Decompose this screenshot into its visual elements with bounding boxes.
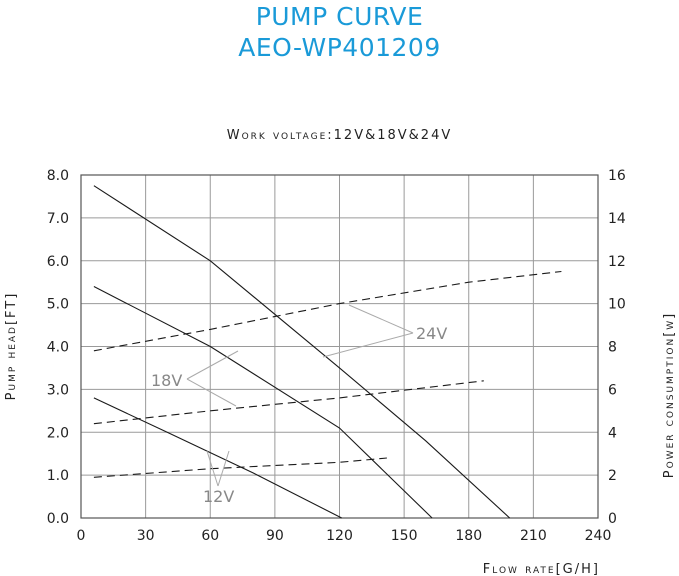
work-voltage-annotation: Work voltage:12V&18V&24V xyxy=(226,128,453,143)
series-power-24v-line xyxy=(93,270,562,352)
series-head-18v-line xyxy=(93,286,433,519)
chart-subtitle: AEO-WP401209 xyxy=(238,33,441,62)
y-left-tick-label: 0.0 xyxy=(47,511,69,527)
callout-leaders xyxy=(186,304,414,487)
x-tick-label: 90 xyxy=(266,528,284,544)
y-axis-right-title: Power consumption[w] xyxy=(662,312,677,479)
y-right-tick-label: 16 xyxy=(608,168,626,184)
x-tick-label: 30 xyxy=(137,528,155,544)
y-right-tick-label: 6 xyxy=(608,382,617,398)
y-left-tick-label: 4.0 xyxy=(47,340,69,356)
grid xyxy=(80,174,599,519)
curves xyxy=(93,185,562,519)
callout-label-18v: 18V xyxy=(151,371,182,390)
callout-leader-24v xyxy=(348,304,414,334)
chart-title: PUMP CURVE xyxy=(255,2,424,31)
x-axis-title: Flow rate[G/H] xyxy=(483,562,600,576)
x-tick-label: 240 xyxy=(585,528,612,544)
plot-frame xyxy=(80,174,599,519)
y-left-tick-label: 8.0 xyxy=(47,168,69,184)
series-head-12v-line xyxy=(93,397,342,519)
y-left-tick-label: 3.0 xyxy=(47,382,69,398)
callout-label-12v: 12V xyxy=(203,487,234,506)
callout-label-24v: 24V xyxy=(416,324,447,343)
callout-leader-12v xyxy=(217,450,230,487)
y-axis-left-title: Pump head[FT] xyxy=(4,292,19,401)
y-right-tick-label: 0 xyxy=(608,511,617,527)
series-power-18v-line xyxy=(93,380,484,425)
tick-labels: 0 30 60 90 120 150 180 210 2400.01.02.03.04.05.0… xyxy=(47,168,626,544)
callout-leader-18v xyxy=(186,378,237,407)
x-tick-label: 60 xyxy=(201,528,219,544)
y-left-tick-label: 5.0 xyxy=(47,297,69,313)
callout-leader-12v xyxy=(206,450,219,487)
x-tick-label: 150 xyxy=(391,528,418,544)
y-right-tick-label: 10 xyxy=(608,297,626,313)
y-right-tick-label: 4 xyxy=(608,425,617,441)
callout-leader-18v xyxy=(186,350,239,380)
x-tick-label: 0 xyxy=(77,528,86,544)
y-right-tick-label: 14 xyxy=(608,211,626,227)
x-tick-label: 210 xyxy=(520,528,547,544)
y-right-tick-label: 2 xyxy=(608,468,617,484)
y-right-tick-label: 8 xyxy=(608,340,617,356)
y-left-tick-label: 6.0 xyxy=(47,254,69,270)
x-tick-label: 120 xyxy=(326,528,353,544)
series-power-12v-line xyxy=(93,457,387,478)
series-head-24v-line xyxy=(93,185,511,519)
x-tick-label: 180 xyxy=(455,528,482,544)
y-right-tick-label: 12 xyxy=(608,254,626,270)
y-left-tick-label: 7.0 xyxy=(47,211,69,227)
callout-leader-24v xyxy=(322,332,414,358)
y-left-tick-label: 2.0 xyxy=(47,425,69,441)
y-left-tick-label: 1.0 xyxy=(47,468,69,484)
